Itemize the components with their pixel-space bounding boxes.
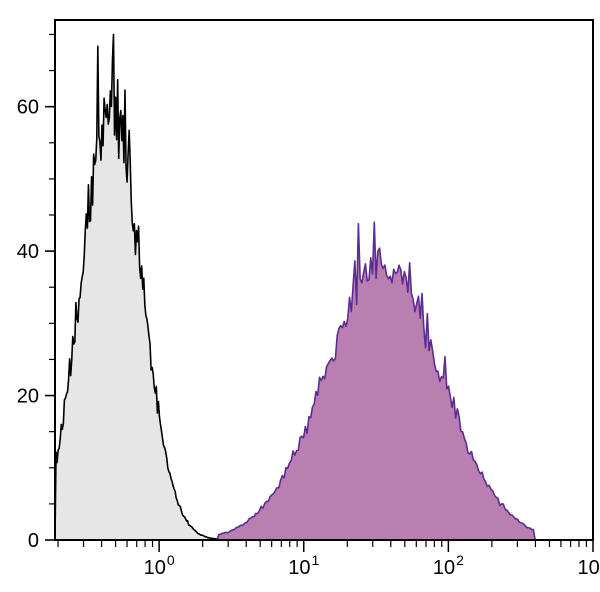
flow-cytometry-histogram: 1001011021030204060 [0, 0, 600, 592]
x-tick-label: 103 [577, 552, 600, 579]
y-tick-label: 60 [17, 97, 39, 119]
y-tick-label: 20 [17, 386, 39, 408]
y-tick-label: 0 [28, 530, 39, 552]
y-tick-label: 40 [17, 241, 39, 263]
chart-svg: 1001011021030204060 [0, 0, 600, 592]
